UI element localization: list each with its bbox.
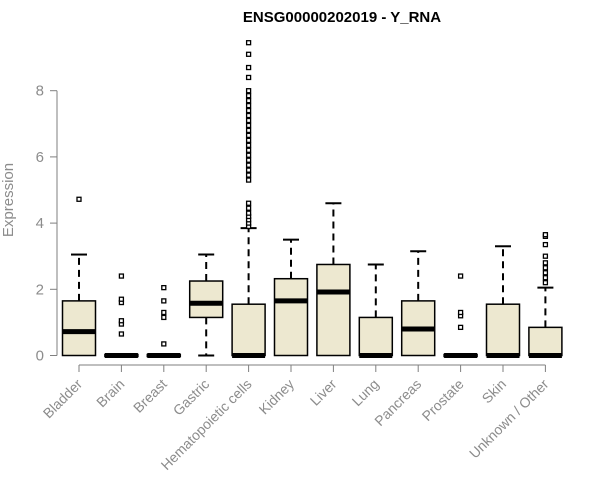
outlier-point [457,273,464,279]
outlier-point [161,341,167,347]
outlier-point [245,172,252,178]
outlier-point [245,132,252,139]
y-axis-label: Expression [0,163,17,237]
outlier-point [245,147,252,153]
box [485,303,521,357]
box [316,263,351,357]
box-group [358,263,394,358]
outlier-point [245,152,252,158]
outlier-point [542,241,549,248]
outlier-point [245,205,252,211]
box-group [146,284,182,358]
box-group [528,232,563,358]
box [358,316,394,357]
outlier-point [245,97,252,104]
outlier-point [245,122,252,129]
outlier-point [245,177,252,183]
x-tick-label: Skin [479,376,510,407]
outlier-point [245,107,252,114]
box-group [188,253,224,357]
outlier-point [245,40,252,46]
y-tick-label: 0 [36,348,44,365]
outlier-point [245,210,252,216]
outlier-point [245,117,252,124]
x-tick-label: Prostate [419,376,467,424]
x-tick-label: Bladder [40,376,86,422]
outlier-point [457,324,464,331]
x-tick-label: Unknown / Other [466,376,552,462]
x-tick-label: Breast [130,376,170,416]
chart-title: ENSG00000202019 - Y_RNA [243,9,441,26]
box-group [273,238,309,357]
outlier-point [245,167,252,173]
box [528,326,563,357]
outlier-point [245,93,252,99]
x-tick-label: Kidney [256,376,298,418]
outlier-point [118,273,125,279]
boxes-layer [61,40,563,358]
outlier-point [161,314,167,321]
x-tick-label: Lung [349,376,382,409]
outlier-point [542,280,549,286]
outlier-point [542,260,549,266]
box [61,300,97,357]
box [188,280,224,319]
y-axis: 0 2 4 6 8 [36,83,58,365]
outlier-point [245,127,252,134]
box-group [485,245,521,358]
y-tick-label: 4 [36,215,44,232]
outlier-point [542,265,549,271]
y-tick-label: 2 [36,281,44,298]
box-group [104,273,139,358]
box [231,303,266,357]
outlier-point [245,74,252,81]
outlier-point [245,88,252,94]
box-group [400,250,436,357]
box-group [61,196,97,357]
outlier-point [118,318,125,324]
outlier-point [542,270,549,276]
box-group [443,273,478,358]
box-group [316,202,351,357]
outlier-point [118,331,125,337]
x-tick-label: Pancreas [371,376,424,429]
outlier-point [245,157,252,163]
outlier-point [76,196,82,202]
outlier-point [245,51,252,57]
x-tick-label: Liver [307,376,340,409]
outlier-point [542,232,549,238]
outlier-point [245,137,252,144]
outlier-point [542,275,549,281]
outlier-point [161,284,167,291]
outlier-point [457,309,464,316]
outlier-point [161,298,167,304]
outlier-point [245,64,252,71]
outlier-point [161,309,167,316]
outlier-point [542,253,549,259]
outlier-point [245,112,252,119]
outlier-point [118,296,125,302]
outlier-point [245,142,252,148]
outlier-point [245,162,252,168]
box-group [231,40,266,358]
y-tick-label: 8 [36,83,44,100]
outlier-point [245,200,252,206]
box [273,277,309,357]
x-tick-label: Brain [93,376,127,410]
outlier-point [245,102,252,109]
y-tick-label: 6 [36,149,44,166]
